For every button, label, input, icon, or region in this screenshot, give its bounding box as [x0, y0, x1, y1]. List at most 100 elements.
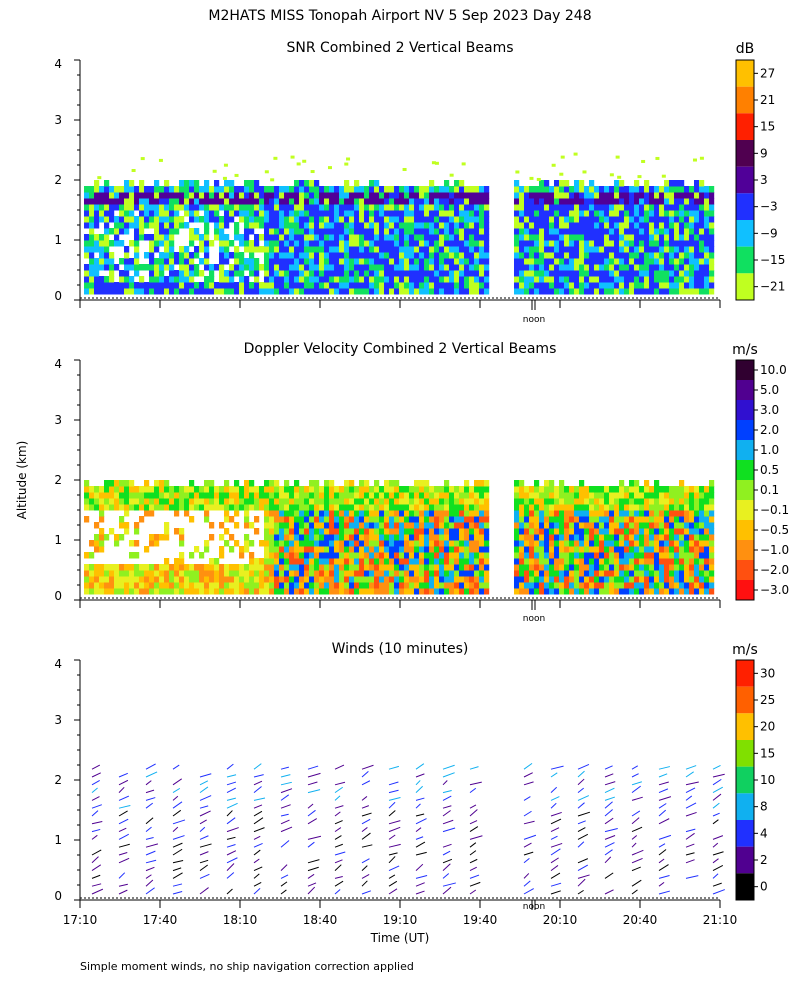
snr-cell — [354, 258, 360, 265]
velocity-cell — [129, 588, 135, 595]
velocity-cell — [599, 588, 605, 595]
snr-cell — [329, 276, 335, 283]
velocity-cell — [549, 534, 555, 541]
snr-cell — [309, 186, 315, 193]
velocity-cell — [429, 486, 435, 493]
velocity-cell — [254, 486, 260, 493]
snr-cell — [709, 282, 715, 289]
velocity-cell — [704, 564, 710, 571]
snr-cell — [424, 258, 430, 265]
velocity-cell — [679, 492, 685, 499]
wind-barb — [469, 781, 482, 786]
velocity-cell — [209, 534, 215, 541]
snr-cell — [659, 288, 665, 295]
snr-cell — [659, 210, 665, 217]
wind-barb — [550, 818, 562, 825]
wind-barb — [604, 787, 615, 794]
wind-barb — [388, 856, 396, 864]
snr-cell — [139, 264, 145, 271]
snr-cell — [579, 282, 585, 289]
velocity-cell — [419, 558, 425, 565]
snr-cell — [554, 234, 560, 241]
snr-cell — [114, 216, 120, 223]
velocity-cell — [99, 510, 105, 517]
wind-barb — [145, 850, 156, 856]
snr-cell — [349, 198, 355, 205]
velocity-cell — [414, 570, 420, 577]
velocity-cell — [644, 570, 650, 577]
snr-cell — [244, 228, 250, 235]
wind-barb — [145, 859, 157, 864]
velocity-cell — [474, 510, 480, 517]
velocity-cell — [294, 582, 300, 589]
velocity-cell — [694, 546, 700, 553]
snr-cell — [339, 216, 345, 223]
velocity-cell — [429, 558, 435, 565]
velocity-cell — [94, 588, 100, 595]
footnote: Simple moment winds, no ship navigation … — [80, 960, 414, 973]
snr-cell — [419, 264, 425, 271]
snr-cell — [534, 216, 540, 223]
velocity-cell — [674, 498, 680, 505]
snr-cell — [189, 240, 195, 247]
velocity-cell — [434, 558, 440, 565]
snr-cell — [269, 216, 275, 223]
snr-cell — [244, 180, 250, 187]
snr-cell — [154, 180, 160, 187]
velocity-cell — [659, 570, 665, 577]
velocity-cell — [224, 498, 230, 505]
velocity-cell — [579, 528, 585, 535]
snr-cell — [384, 198, 390, 205]
velocity-cell — [174, 588, 180, 595]
velocity-cell — [404, 558, 410, 565]
velocity-cell — [364, 516, 370, 523]
velocity-cell — [584, 564, 590, 571]
snr-cell — [304, 246, 310, 253]
snr-cell — [689, 264, 695, 271]
snr-cell — [639, 240, 645, 247]
velocity-cell — [519, 516, 525, 523]
velocity-cell — [459, 486, 465, 493]
velocity-cell — [694, 540, 700, 547]
snr-cell — [97, 176, 102, 180]
velocity-cell — [554, 570, 560, 577]
snr-cell — [569, 186, 575, 193]
wind-barb — [712, 842, 719, 848]
velocity-cell — [144, 588, 150, 595]
velocity-cell — [349, 552, 355, 559]
snr-cell — [194, 198, 200, 205]
velocity-cell — [689, 522, 695, 529]
velocity-cell — [619, 558, 625, 565]
snr-cell — [434, 204, 440, 211]
velocity-cell — [569, 570, 575, 577]
velocity-cell — [539, 516, 545, 523]
snr-cell — [334, 234, 340, 241]
velocity-cell — [579, 588, 585, 595]
velocity-cell — [104, 582, 110, 589]
velocity-cell — [259, 564, 265, 571]
snr-cell — [374, 258, 380, 265]
velocity-cell — [659, 582, 665, 589]
velocity-cell — [334, 498, 340, 505]
snr-cell — [619, 216, 625, 223]
snr-cell — [129, 192, 135, 199]
velocity-cell — [339, 510, 345, 517]
snr-cell — [574, 288, 580, 295]
velocity-cell — [584, 552, 590, 559]
snr-cell — [559, 270, 565, 277]
snr-cell — [304, 210, 310, 217]
velocity-cell — [564, 540, 570, 547]
snr-cell — [354, 228, 360, 235]
snr-cell — [439, 264, 445, 271]
snr-cell — [159, 258, 165, 265]
wind-barb — [145, 887, 155, 895]
wind-barb — [307, 781, 318, 786]
velocity-cell — [84, 492, 90, 499]
velocity-cell — [429, 522, 435, 529]
colorbar-swatch — [736, 820, 754, 847]
velocity-cell — [594, 576, 600, 583]
velocity-cell — [674, 540, 680, 547]
wind-barb — [577, 858, 589, 864]
snr-cell — [664, 258, 670, 265]
snr-cell — [539, 264, 545, 271]
